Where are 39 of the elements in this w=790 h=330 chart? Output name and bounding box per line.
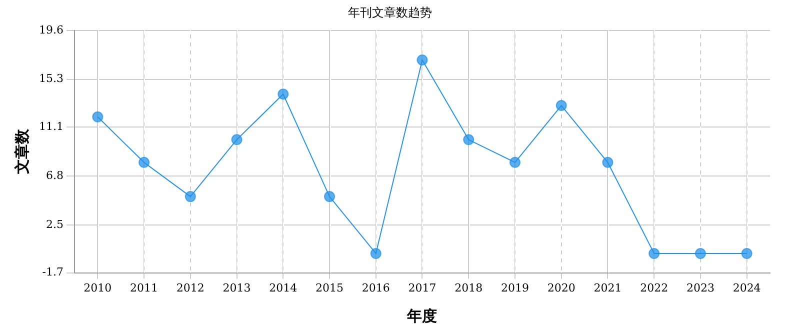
- y-tick-label: -1.7: [42, 266, 64, 279]
- point: [370, 248, 382, 259]
- x-axis-title: 年度: [406, 306, 438, 325]
- y-axis-title: 文章数: [12, 128, 31, 176]
- x-tick-label: 2017: [408, 281, 436, 294]
- point: [556, 100, 567, 112]
- point: [694, 248, 706, 259]
- x-tick-label: 2015: [316, 281, 344, 294]
- x-tick-label: 2018: [454, 281, 483, 294]
- y-tick-label: 2.5: [46, 218, 64, 231]
- point: [92, 111, 104, 122]
- x-tick-label: 2012: [176, 281, 204, 294]
- x-tick-label: 2011: [130, 281, 158, 294]
- y-tick-label: 19.6: [38, 23, 64, 36]
- point: [416, 54, 428, 66]
- point: [509, 156, 520, 168]
- x-tick-label: 2022: [640, 281, 668, 294]
- x-tick-label: 2013: [222, 281, 251, 294]
- point: [602, 156, 614, 168]
- chart-title: 年刊文章数趋势: [348, 5, 432, 20]
- x-tick-label: 2020: [547, 281, 576, 294]
- x-tick-label: 2024: [732, 281, 761, 294]
- point: [278, 88, 289, 100]
- point: [324, 191, 336, 202]
- point: [463, 134, 474, 146]
- point: [231, 134, 242, 146]
- x-tick-label: 2016: [362, 281, 390, 294]
- point: [138, 156, 150, 168]
- x-tick-label: 2010: [84, 281, 112, 294]
- y-tick-label: 15.3: [38, 72, 64, 86]
- x-tick-label: 2021: [594, 281, 622, 294]
- point: [741, 248, 752, 259]
- x-tick-label: 2019: [500, 281, 529, 294]
- x-tick-label: 2023: [686, 281, 714, 294]
- point: [184, 191, 196, 202]
- y-tick-label: 11.1: [38, 120, 64, 133]
- y-tick-label: 6.8: [46, 168, 64, 182]
- point: [648, 248, 660, 259]
- x-tick-label: 2014: [269, 281, 298, 294]
